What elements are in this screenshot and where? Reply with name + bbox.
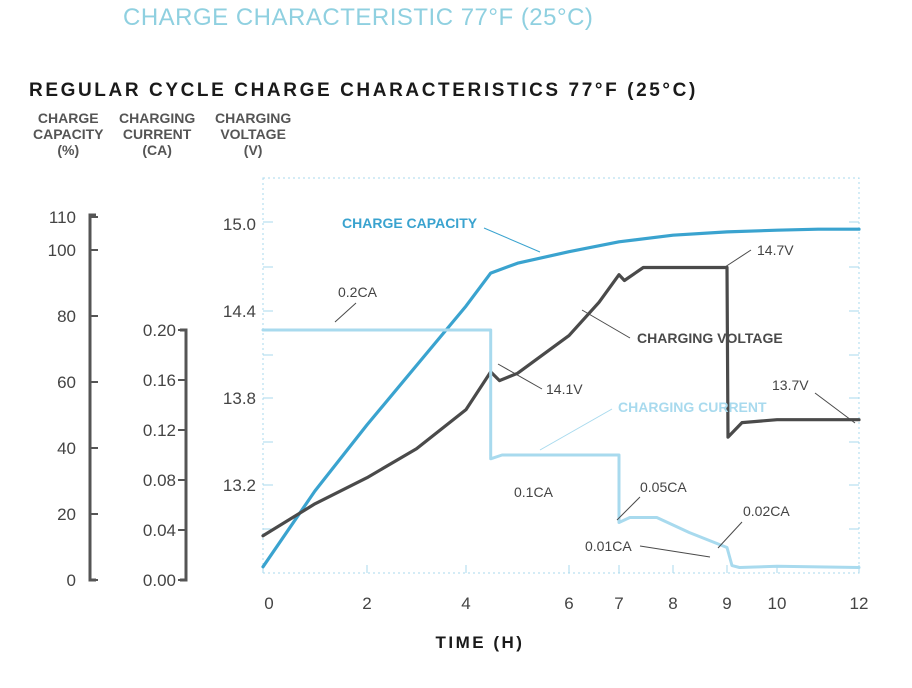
current-tick-label: 0.00 xyxy=(143,571,176,590)
grid-layer xyxy=(262,177,860,574)
x-tick-label: 7 xyxy=(614,594,623,613)
x-tick-label: 0 xyxy=(264,594,273,613)
current-tick-label: 0.16 xyxy=(143,371,176,390)
voltage-tick-label: 13.8 xyxy=(223,389,256,408)
capacity-tick-label: 100 xyxy=(48,241,76,260)
x-tick-label: 12 xyxy=(850,594,869,613)
current-axis-header: CHARGING CURRENT (CA) xyxy=(119,110,196,158)
x-tick-label: 8 xyxy=(668,594,677,613)
x-tick-label: 6 xyxy=(564,594,573,613)
annotation-layer: CHARGE CAPACITY CHARGING VOLTAGE CHARGING … xyxy=(334,215,856,558)
voltage-tick-label: 15.0 xyxy=(223,215,256,234)
current-tick-label: 0.08 xyxy=(143,471,176,490)
annotation-13-7v: 13.7V xyxy=(772,377,809,393)
series-line-capacity xyxy=(261,227,861,569)
series-line-voltage xyxy=(261,265,861,538)
x-tick-label: 9 xyxy=(722,594,731,613)
annotation-leader xyxy=(497,363,543,390)
annotation-leader xyxy=(581,309,631,339)
voltage-tick-label: 14.4 xyxy=(223,302,256,321)
annotation-0-1ca: 0.1CA xyxy=(514,484,554,500)
voltage-tick-label: 13.2 xyxy=(223,476,256,495)
page-title: CHARGE CHARACTERISTIC 77°F (25°C) xyxy=(123,4,594,31)
voltage-series-label: CHARGING VOLTAGE xyxy=(637,330,783,346)
current-tick-label: 0.04 xyxy=(143,521,176,540)
capacity-tick-label: 0 xyxy=(67,571,76,590)
capacity-tick-label: 40 xyxy=(57,439,76,458)
annotation-0-2ca: 0.2CA xyxy=(338,284,378,300)
annotation-0-01ca: 0.01CA xyxy=(585,538,632,554)
axes-layer: 0204060801001100.000.040.080.120.160.201… xyxy=(48,208,869,613)
annotation-leader xyxy=(539,408,613,451)
annotation-leader xyxy=(334,302,357,323)
x-tick-label: 2 xyxy=(362,594,371,613)
series-layer xyxy=(261,227,861,569)
capacity-tick-label: 110 xyxy=(49,208,76,227)
x-axis-label: TIME (H) xyxy=(436,633,525,652)
capacity-tick-label: 80 xyxy=(57,307,76,326)
annotation-leader xyxy=(639,545,711,558)
x-tick-label: 10 xyxy=(768,594,787,613)
capacity-axis-line xyxy=(88,213,96,582)
capacity-axis-header: CHARGE CAPACITY (%) xyxy=(33,110,104,158)
annotation-14-7v: 14.7V xyxy=(757,242,794,258)
voltage-axis-header: CHARGING VOLTAGE (V) xyxy=(215,110,292,158)
chart-title: REGULAR CYCLE CHARGE CHARACTERISTICS 77°… xyxy=(29,80,698,101)
annotation-leader xyxy=(616,496,641,521)
annotation-0-05ca: 0.05CA xyxy=(640,479,687,495)
current-series-label: CHARGING CURRENT xyxy=(618,399,767,415)
annotation-leader xyxy=(717,521,743,549)
capacity-tick-label: 20 xyxy=(57,505,76,524)
capacity-series-label: CHARGE CAPACITY xyxy=(342,215,478,231)
annotation-leader xyxy=(724,249,752,268)
series-line-current xyxy=(261,328,861,569)
annotation-leader xyxy=(483,227,541,253)
current-tick-label: 0.12 xyxy=(143,421,176,440)
current-tick-label: 0.20 xyxy=(143,321,176,340)
capacity-tick-label: 60 xyxy=(57,373,76,392)
annotation-14-1v: 14.1V xyxy=(546,381,583,397)
current-axis-line xyxy=(180,328,188,582)
x-tick-label: 4 xyxy=(461,594,470,613)
annotation-leader xyxy=(814,392,856,424)
annotation-0-02ca: 0.02CA xyxy=(743,503,790,519)
